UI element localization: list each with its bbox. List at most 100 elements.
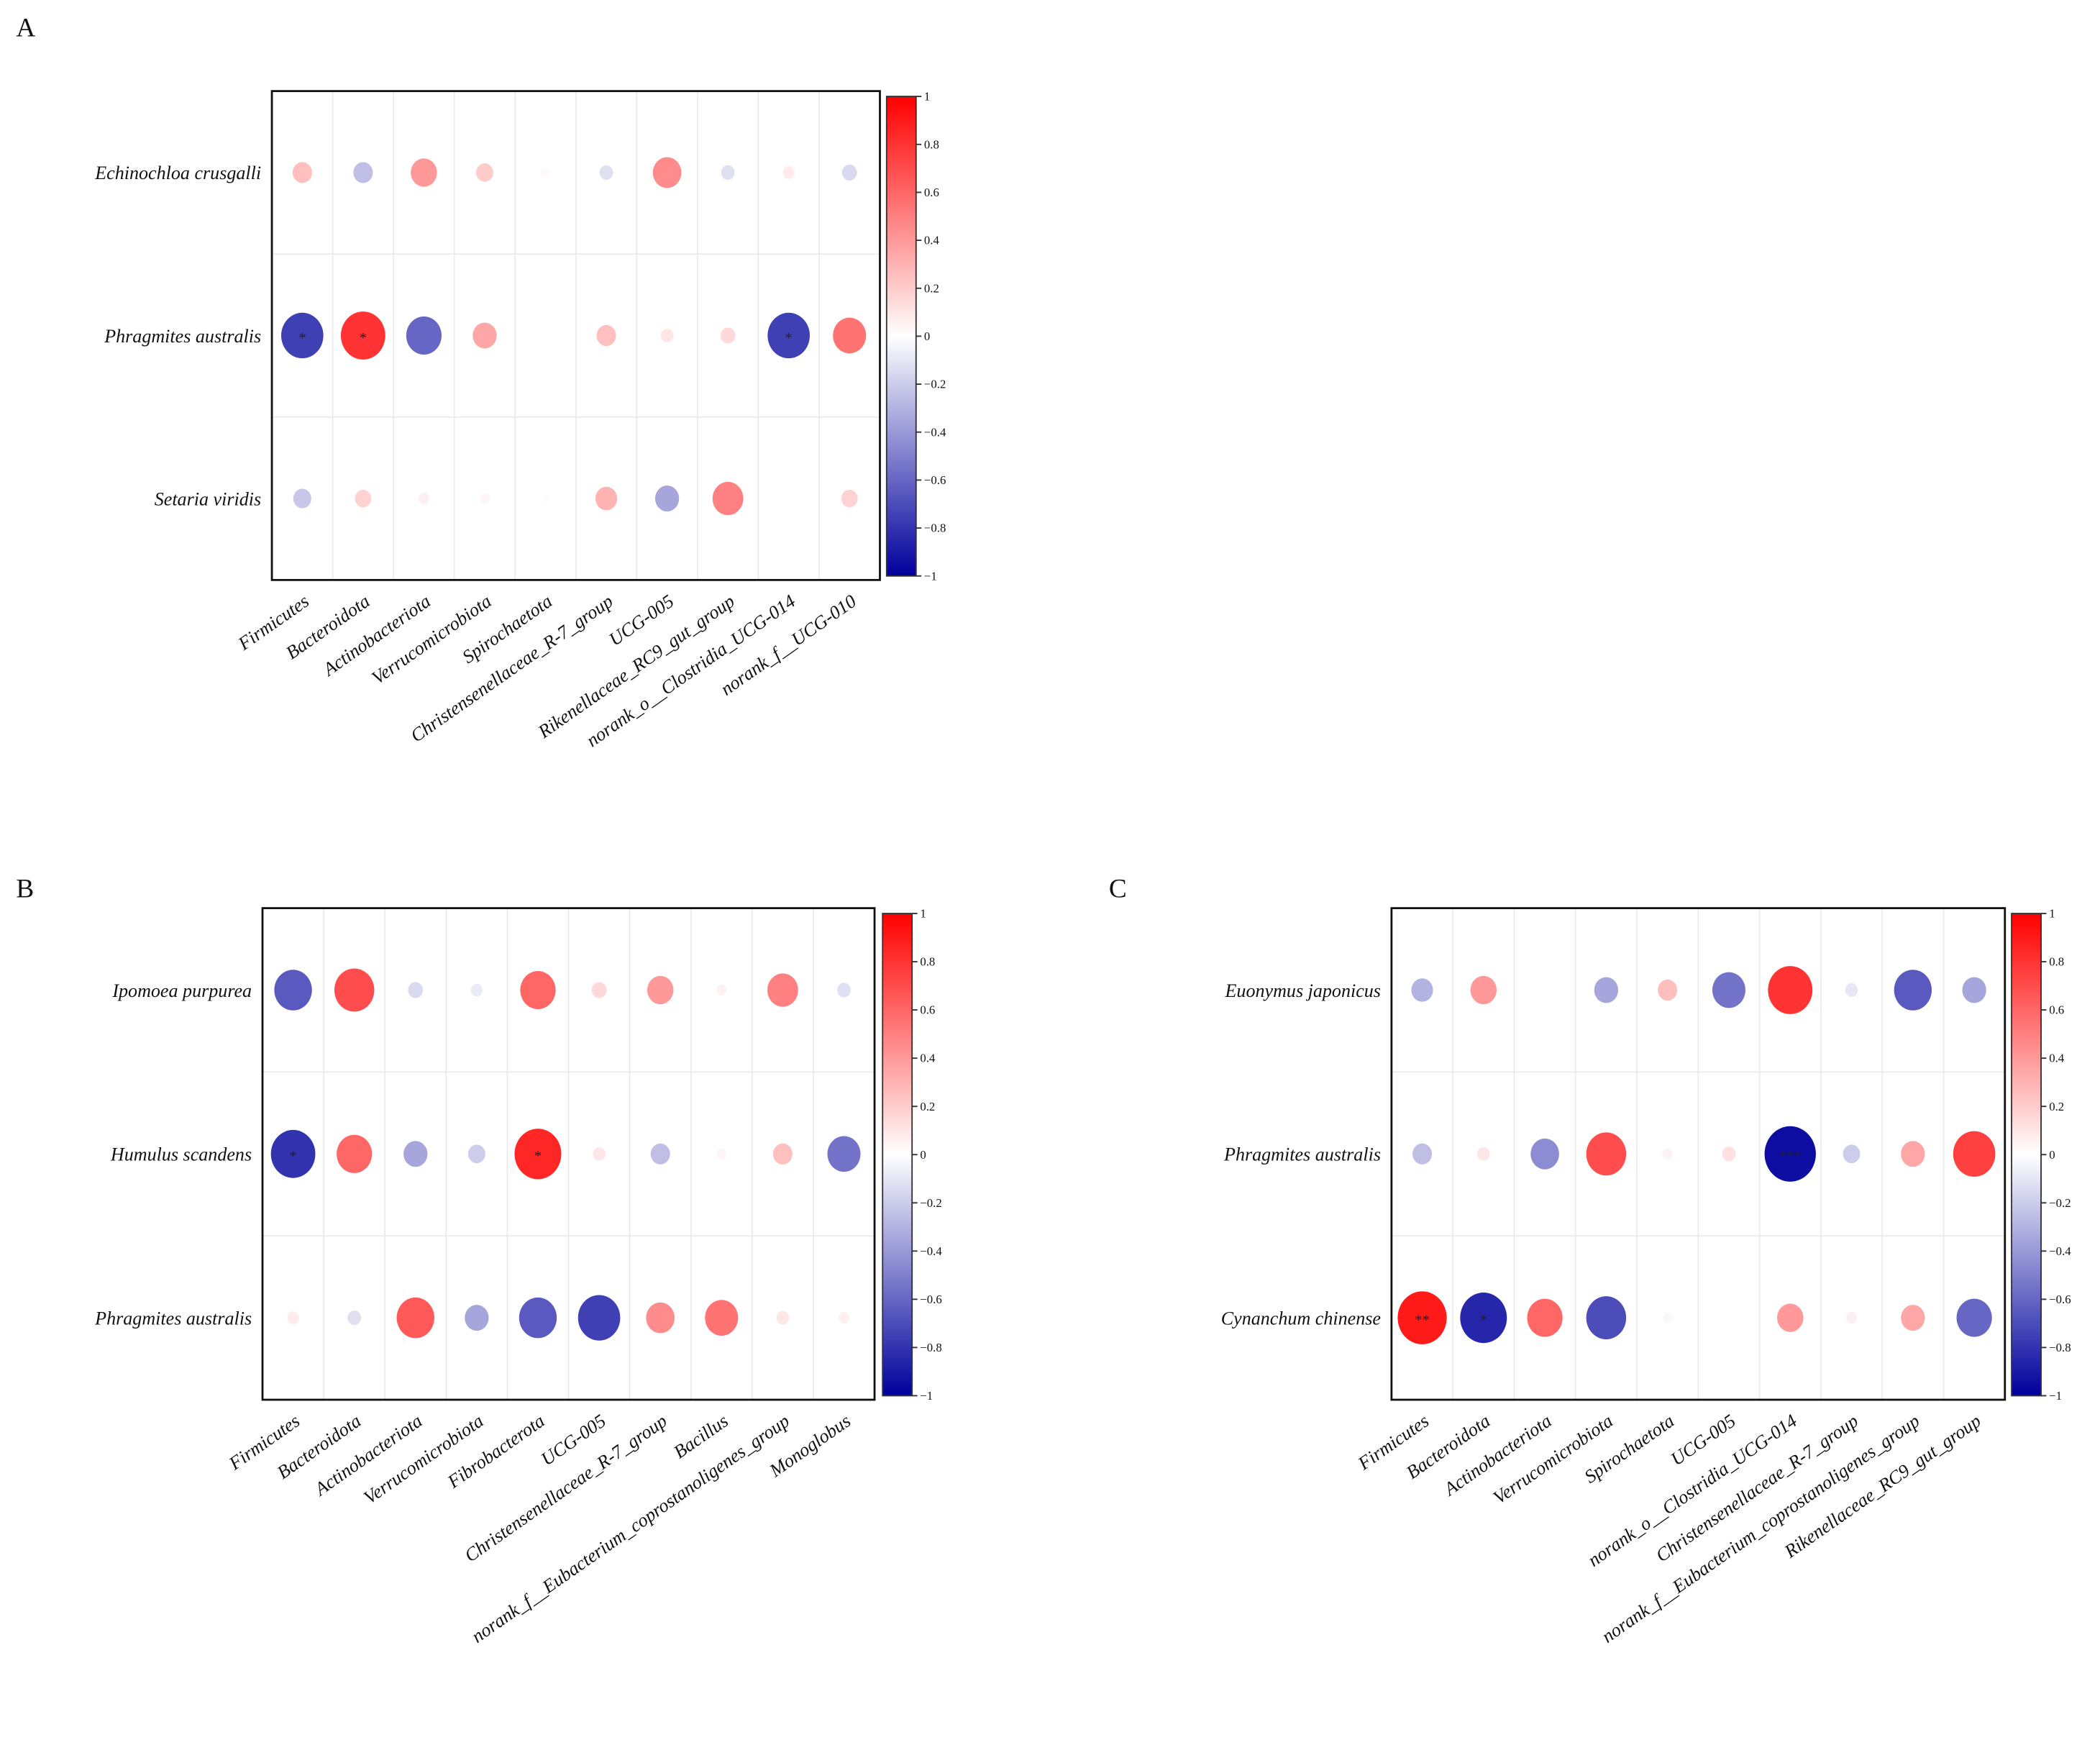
correlation-circle — [1843, 1144, 1861, 1164]
colorbar-tick-label: 0.8 — [924, 137, 939, 151]
row-label: Echinochloa crusgalli — [94, 163, 261, 183]
correlation-circle — [772, 1143, 793, 1165]
correlation-circle — [1956, 1298, 1992, 1337]
significance-mark: * — [298, 330, 306, 346]
correlation-circle — [337, 1134, 373, 1173]
correlation-circle — [1658, 979, 1678, 1001]
colorbar — [885, 96, 917, 577]
colorbar-tick-label: 1 — [2049, 907, 2055, 921]
correlation-circle — [480, 493, 490, 504]
colorbar-tick-label: 0 — [2049, 1148, 2055, 1162]
correlation-circle — [595, 486, 618, 511]
correlation-circle — [347, 1310, 362, 1326]
correlation-circle — [716, 984, 727, 996]
panel-letter: B — [16, 875, 34, 904]
colorbar-tick-label: −0.4 — [924, 425, 946, 439]
correlation-circle — [1594, 977, 1619, 1003]
correlation-circle — [396, 1297, 434, 1339]
correlation-circle — [1586, 1132, 1627, 1176]
panel-letter: C — [1109, 875, 1127, 904]
panel-a: A Echinochloa crusgalli Phragmites austral… — [16, 13, 946, 751]
correlation-circle — [839, 1312, 849, 1324]
correlation-circle — [1412, 1143, 1433, 1165]
correlation-circle — [1460, 1293, 1507, 1344]
colorbar-tick-label: −1 — [2049, 1389, 2062, 1403]
colorbar-tick-label: 0.8 — [2049, 955, 2064, 969]
correlation-circle — [776, 1311, 790, 1325]
row-label: Cynanchum chinense — [1221, 1308, 1381, 1329]
correlation-circle — [837, 983, 851, 998]
plot-frame — [1390, 907, 2007, 1401]
colorbar-tick-label: 0.2 — [920, 1100, 935, 1113]
correlation-circle — [841, 489, 858, 508]
correlation-circle — [646, 1302, 675, 1334]
plot-frame — [270, 90, 881, 581]
significance-mark: ** — [1415, 1312, 1429, 1328]
correlation-circle — [1722, 1147, 1736, 1162]
correlation-circle — [293, 488, 311, 509]
row-label: Phragmites australis — [104, 326, 261, 347]
colorbar-tick-label: −0.6 — [920, 1293, 941, 1306]
colorbar-tick-label: 1 — [924, 90, 930, 104]
correlation-circle — [270, 1129, 316, 1178]
colorbar-tick-label: 0.4 — [924, 234, 940, 247]
colorbar-tick-label: −0.2 — [920, 1196, 941, 1210]
correlation-circle — [520, 970, 556, 1010]
colorbar-tick-label: −0.2 — [924, 378, 946, 391]
significance-mark: * — [289, 1149, 296, 1165]
correlation-circle — [470, 983, 483, 997]
colorbar-tick-label: 0.6 — [2049, 1003, 2064, 1017]
correlation-circle — [660, 329, 674, 342]
correlation-circle — [541, 493, 550, 503]
colorbar-tick-label: −0.8 — [920, 1341, 941, 1354]
significance-mark: * — [360, 330, 367, 346]
correlation-circle — [418, 492, 429, 505]
correlation-circle — [1662, 1148, 1673, 1160]
correlation-circle — [599, 165, 613, 181]
correlation-circle — [334, 968, 375, 1012]
significance-mark: * — [534, 1149, 542, 1165]
correlation-circle — [408, 982, 424, 998]
correlation-circle — [1477, 1147, 1490, 1161]
colorbar-tick-label: 1 — [920, 907, 926, 921]
correlation-circle — [292, 162, 312, 183]
colorbar-tick-label: 0.2 — [2049, 1100, 2064, 1113]
correlation-circle — [1962, 977, 1986, 1003]
colorbar-tick-label: −1 — [920, 1389, 933, 1403]
correlation-circle — [716, 1148, 727, 1159]
correlation-circle — [647, 975, 674, 1005]
correlation-circle — [1470, 975, 1497, 1005]
row-label: Humulus scandens — [110, 1144, 252, 1165]
colorbar-tick-label: −0.4 — [2049, 1244, 2071, 1258]
correlation-circle — [472, 322, 497, 349]
correlation-circle — [712, 481, 744, 516]
row-label: Euonymus japonicus — [1225, 980, 1381, 1001]
correlation-circle — [541, 168, 550, 178]
correlation-circle — [274, 970, 312, 1011]
correlation-circle — [596, 324, 616, 347]
row-label: Phragmites australis — [1223, 1144, 1381, 1165]
colorbar-tick-label: 0.8 — [920, 955, 935, 969]
correlation-circle — [1712, 972, 1745, 1008]
correlation-circle — [652, 157, 682, 188]
correlation-circle — [353, 162, 373, 183]
plot-frame — [261, 907, 876, 1401]
significance-mark: *** — [1779, 1149, 1802, 1165]
colorbar-tick-label: −0.6 — [2049, 1293, 2071, 1306]
colorbar — [2011, 913, 2042, 1397]
correlation-circle — [355, 489, 372, 508]
row-label: Setaria viridis — [155, 488, 261, 509]
correlation-circle — [1411, 978, 1433, 1002]
correlation-circle — [705, 1300, 739, 1336]
correlation-circle — [1768, 966, 1813, 1014]
colorbar-tick-label: 0.6 — [924, 186, 939, 199]
colorbar-tick-label: −1 — [924, 569, 937, 583]
panel-b: B Ipomoea purpurea Humulus scandens * * Phrag… — [16, 875, 942, 1647]
correlation-circle — [654, 486, 680, 512]
correlation-circle — [514, 1129, 562, 1180]
colorbar-tick-label: −0.6 — [924, 473, 946, 487]
correlation-circle — [720, 327, 736, 344]
correlation-circle — [767, 312, 811, 359]
colorbar-tick-label: 0 — [920, 1148, 926, 1162]
correlation-circle — [1663, 1313, 1673, 1323]
